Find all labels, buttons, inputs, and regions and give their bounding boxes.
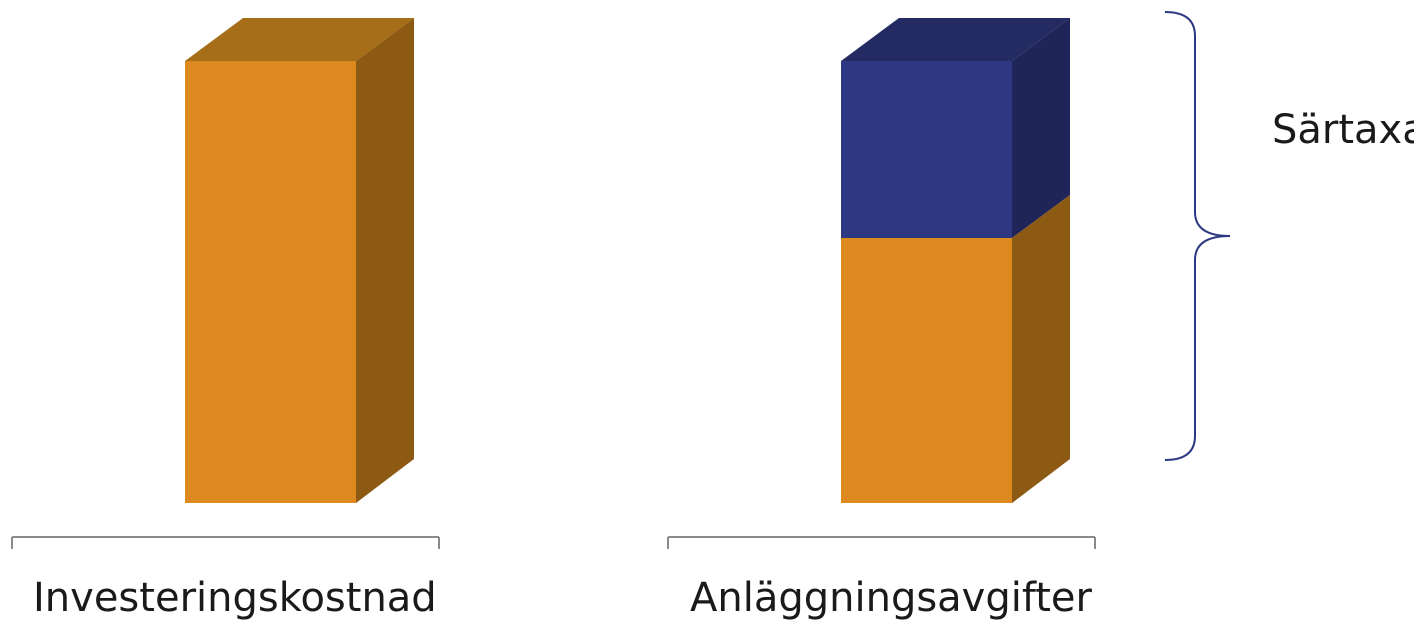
bar-side-face-blue (1012, 18, 1070, 238)
bar-side-face-orange (1012, 195, 1070, 503)
curly-brace (1164, 11, 1231, 461)
axis-left (11, 536, 440, 549)
bar-side-face (356, 18, 414, 503)
bar-segment-blue (841, 61, 1012, 238)
axis-right (667, 536, 1096, 549)
bar-front-face (185, 61, 356, 503)
label-sartaxa: Särtaxa (1272, 107, 1414, 153)
bar-anlaggningsavgifter (841, 18, 1070, 503)
label-anlaggningsavgifter: Anläggningsavgifter (690, 575, 1092, 621)
bar-top-face (841, 18, 1070, 61)
bar-investeringskostnad (185, 18, 414, 503)
label-investeringskostnad: Investeringskostnad (33, 575, 437, 621)
bar-segment-orange (841, 238, 1012, 503)
bar-top-face (185, 18, 414, 61)
